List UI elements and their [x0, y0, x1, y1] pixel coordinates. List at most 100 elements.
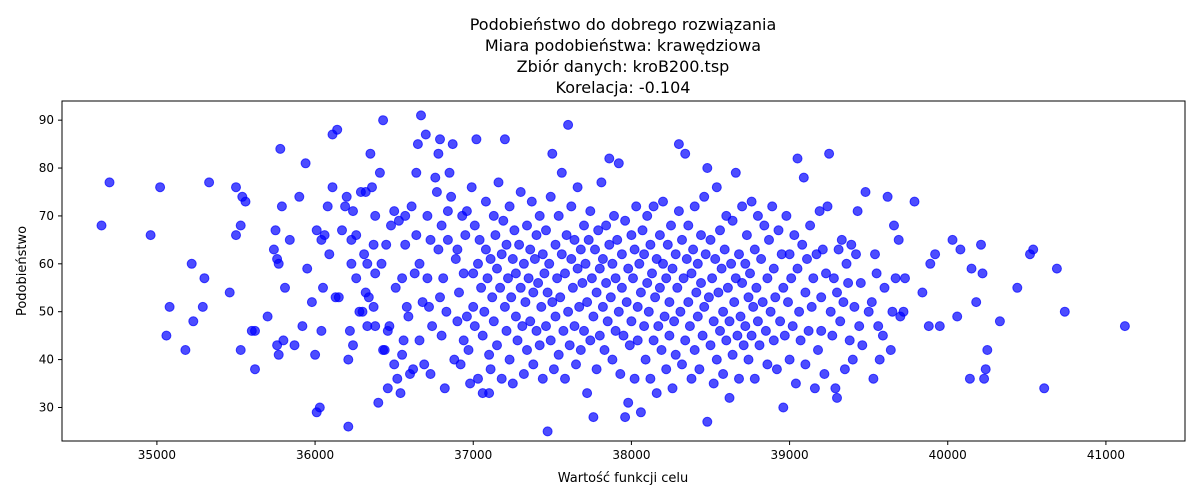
scatter-point: [854, 321, 865, 332]
scatter-point: [224, 287, 235, 298]
scatter-point: [683, 297, 694, 308]
scatter-point: [499, 134, 510, 145]
scatter-point: [879, 282, 890, 293]
scatter-point: [754, 340, 765, 351]
scatter-point: [460, 230, 471, 241]
scatter-point: [273, 258, 284, 269]
scatter-point: [605, 292, 616, 303]
scatter-point: [749, 373, 760, 384]
scatter-point: [669, 316, 680, 327]
scatter-point: [759, 220, 770, 231]
scatter-point: [363, 292, 374, 303]
scatter-point: [870, 249, 880, 260]
scatter-point: [563, 119, 574, 130]
scatter-point: [414, 258, 425, 269]
scatter-point: [284, 234, 295, 245]
scatter-point: [680, 148, 691, 159]
scatter-point: [416, 110, 426, 121]
scatter-point: [455, 359, 466, 370]
scatter-point: [376, 258, 387, 269]
scatter-point: [585, 206, 596, 217]
scatter-point: [677, 359, 687, 370]
scatter-point: [447, 139, 458, 150]
scatter-point: [412, 139, 423, 150]
scatter-point: [518, 369, 529, 379]
scatter-point: [553, 349, 564, 360]
scatter-point: [164, 301, 175, 312]
scatter-point: [536, 301, 547, 312]
scatter-point: [645, 373, 656, 384]
scatter-point: [294, 191, 305, 202]
scatter-point: [814, 206, 825, 217]
scatter-point: [898, 306, 909, 317]
scatter-point: [775, 316, 786, 327]
scatter-point: [411, 230, 422, 241]
scatter-point: [420, 129, 431, 140]
scatter-point: [643, 306, 654, 317]
scatter-point: [473, 373, 483, 384]
scatter-point: [541, 225, 551, 236]
scatter-point: [439, 383, 450, 394]
scatter-point: [582, 297, 593, 308]
scatter-point: [656, 345, 667, 355]
scatter-point: [414, 335, 425, 346]
scatter-point: [615, 369, 626, 379]
scatter-point: [667, 383, 678, 394]
scatter-point: [485, 364, 496, 375]
scatter-point: [488, 316, 499, 327]
scatter-point: [436, 220, 447, 231]
scatter-point: [708, 316, 719, 327]
scatter-point: [306, 297, 317, 308]
scatter-point: [280, 282, 290, 293]
scatter-point: [746, 196, 757, 207]
scatter-point: [792, 263, 803, 274]
scatter-point: [506, 292, 517, 303]
scatter-point: [1012, 282, 1023, 293]
scatter-point: [830, 383, 841, 394]
scatter-point: [871, 268, 882, 279]
scatter-point: [809, 383, 820, 394]
scatter-point: [686, 268, 697, 279]
scatter-point: [664, 297, 675, 308]
scatter-point: [552, 273, 563, 284]
scatter-point: [745, 268, 755, 279]
scatter-point: [458, 335, 469, 346]
scatter-point: [977, 268, 988, 279]
scatter-point: [792, 153, 803, 164]
scatter-point: [534, 210, 545, 221]
scatter-point: [539, 268, 550, 279]
scatter-point: [620, 215, 631, 226]
scatter-point: [446, 191, 457, 202]
scatter-point: [648, 201, 659, 212]
scatter-point: [529, 254, 540, 264]
scatter-point: [746, 330, 757, 341]
scatter-point: [515, 282, 526, 293]
scatter-point: [688, 244, 699, 255]
scatter-point: [537, 373, 548, 384]
scatter-point: [628, 273, 638, 284]
y-tick-label: 50: [39, 305, 54, 319]
x-tick-label: 38000: [612, 448, 650, 462]
scatter-point: [477, 330, 488, 341]
scatter-point: [332, 124, 343, 135]
scatter-point: [629, 244, 640, 255]
scatter-point: [479, 306, 490, 317]
scatter-point: [199, 273, 210, 284]
scatter-point: [398, 335, 409, 346]
scatter-point: [270, 225, 281, 236]
scatter-point: [798, 172, 809, 183]
scatter-point: [510, 268, 521, 279]
scatter-point: [925, 258, 936, 269]
scatter-point: [800, 359, 811, 370]
scatter-point: [631, 201, 642, 212]
scatter-point: [702, 163, 713, 173]
scatter-point: [495, 282, 506, 293]
scatter-point: [857, 340, 868, 351]
scatter-point: [547, 148, 558, 159]
scatter-point: [771, 364, 782, 375]
scatter-point: [585, 335, 596, 346]
scatter-point: [542, 426, 553, 437]
scatter-point: [492, 263, 502, 274]
scatter-point: [522, 345, 532, 355]
scatter-point: [675, 306, 686, 317]
